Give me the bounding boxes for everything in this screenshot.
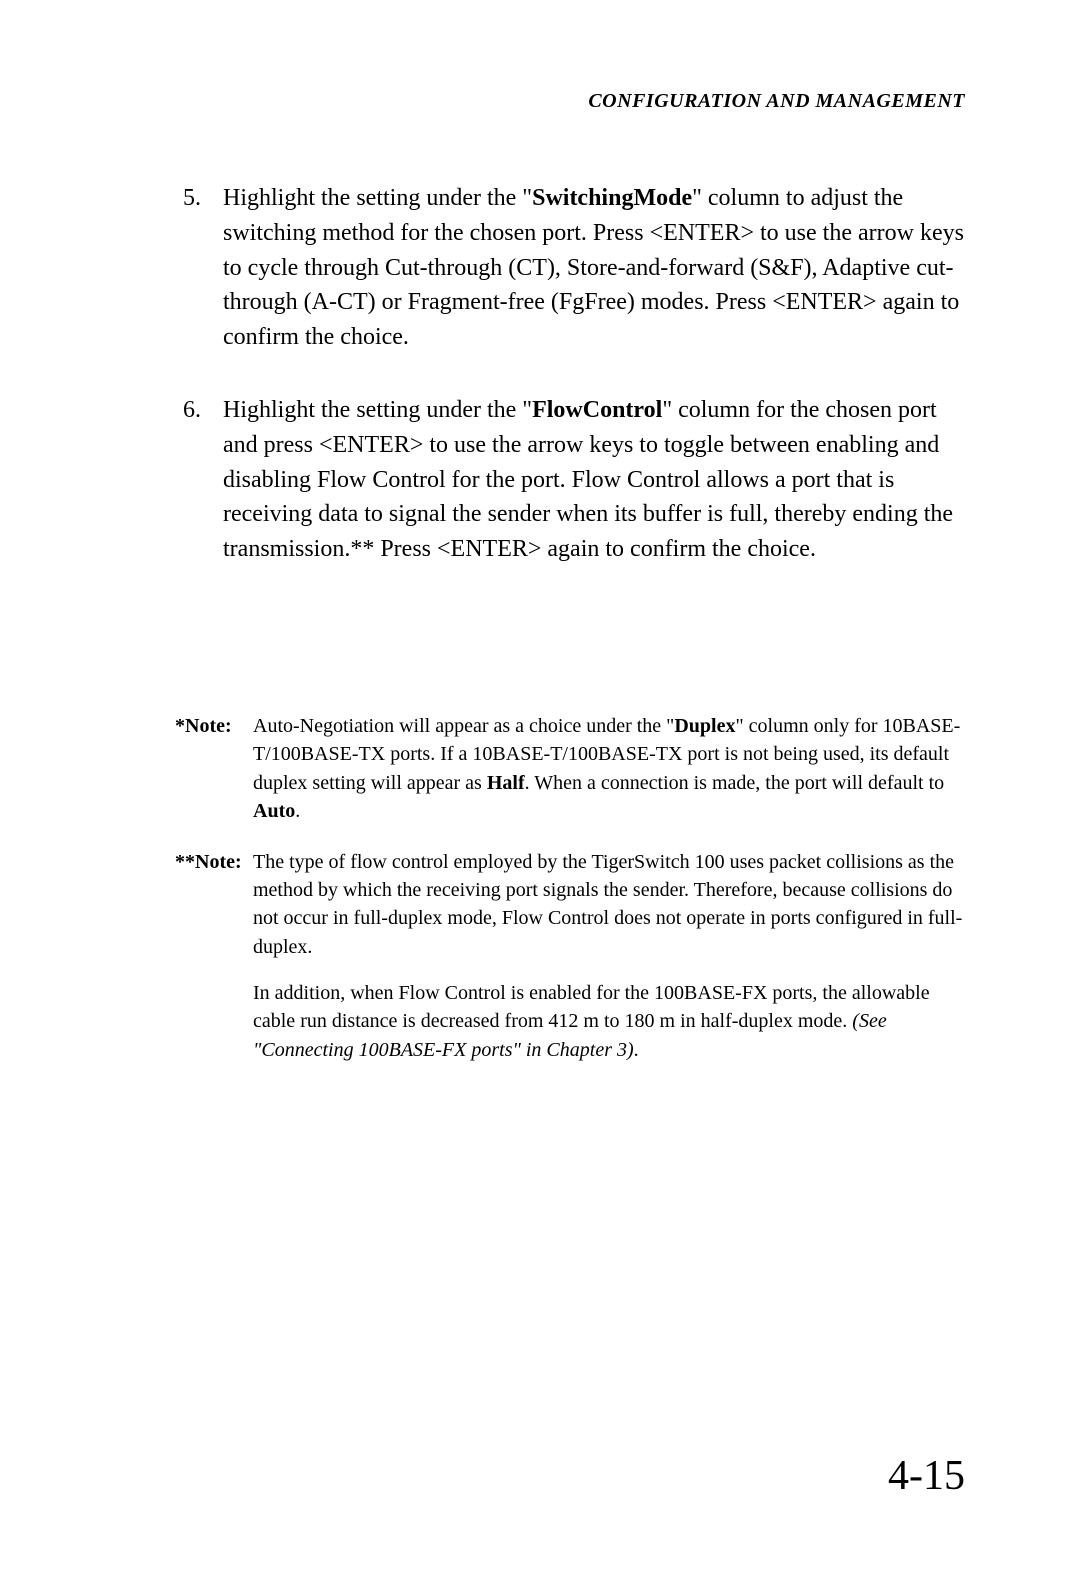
note-paragraph: The type of flow control employed by the… [253,848,965,962]
list-item-6: 6. Highlight the setting under the "Flow… [175,393,965,567]
page-number: 4-15 [888,1452,965,1500]
note-1: *Note: Auto-Negotiation will appear as a… [175,712,965,826]
note-label: **Note: [175,848,253,1065]
text: . [634,1039,639,1061]
list-body: Highlight the setting under the "FlowCon… [223,393,965,567]
notes-block: *Note: Auto-Negotiation will appear as a… [175,712,965,1064]
text: In addition, when Flow Control is enable… [253,982,930,1032]
text: . [295,800,300,822]
note-body: The type of flow control employed by the… [253,848,965,1065]
text-pre: Highlight the setting under the " [223,397,532,423]
text: . When a connection is made, the port wi… [525,772,945,794]
page-header: CONFIGURATION AND MANAGEMENT [175,90,965,113]
bold-term: Duplex [674,715,735,737]
list-number: 5. [175,181,223,355]
note-body: Auto-Negotiation will appear as a choice… [253,712,965,826]
text-pre: Highlight the setting under the " [223,185,532,211]
column-name: FlowControl [532,397,662,423]
note-paragraph: In addition, when Flow Control is enable… [253,979,965,1064]
list-body: Highlight the setting under the "Switchi… [223,181,965,355]
list-number: 6. [175,393,223,567]
note-label: *Note: [175,712,253,826]
note-2: **Note: The type of flow control employe… [175,848,965,1065]
text: Auto-Negotiation will appear as a choice… [253,715,674,737]
column-name: SwitchingMode [532,185,692,211]
document-page: CONFIGURATION AND MANAGEMENT 5. Highligh… [0,0,1080,1570]
list-item-5: 5. Highlight the setting under the "Swit… [175,181,965,355]
bold-term: Half [487,772,525,794]
bold-term: Auto [253,800,295,822]
